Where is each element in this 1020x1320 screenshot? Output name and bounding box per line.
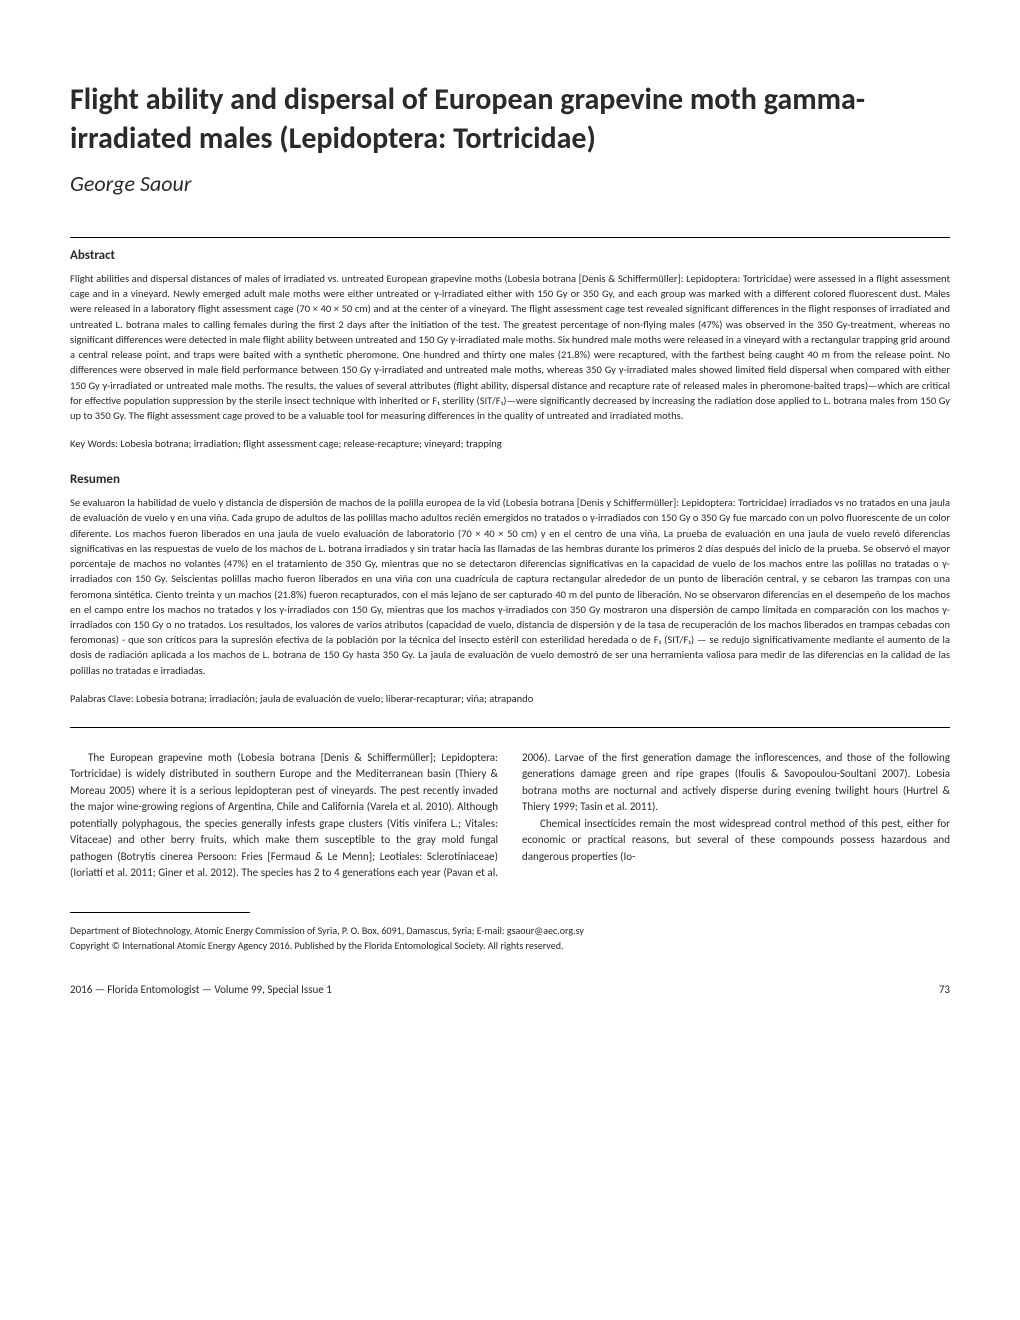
divider-top-abstract [70, 237, 950, 238]
resumen-heading: Resumen [70, 472, 950, 487]
resumen-keywords: Palabras Clave: Lobesia botrana; irradia… [70, 692, 950, 705]
page-footer: 2016 — Florida Entomologist — Volume 99,… [70, 983, 950, 996]
abstract-text: Flight abilities and dispersal distances… [70, 271, 950, 423]
footer-divider [70, 912, 250, 913]
body-para-2: Chemical insecticides remain the most wi… [522, 816, 950, 866]
resumen-text: Se evaluaron la habilidad de vuelo y dis… [70, 495, 950, 678]
affiliation-text: Department of Biotechnology, Atomic Ener… [70, 923, 950, 938]
divider-bottom-resumen [70, 727, 950, 728]
page-number: 73 [939, 983, 950, 996]
abstract-heading: Abstract [70, 248, 950, 263]
article-title: Flight ability and dispersal of European… [70, 80, 950, 158]
author-name: George Saour [70, 170, 950, 197]
abstract-keywords: Key Words: Lobesia botrana; irradiation;… [70, 437, 950, 450]
body-text: The European grapevine moth (Lobesia bot… [70, 750, 950, 882]
journal-info: 2016 — Florida Entomologist — Volume 99,… [70, 983, 332, 996]
copyright-text: Copyright © International Atomic Energy … [70, 938, 950, 953]
